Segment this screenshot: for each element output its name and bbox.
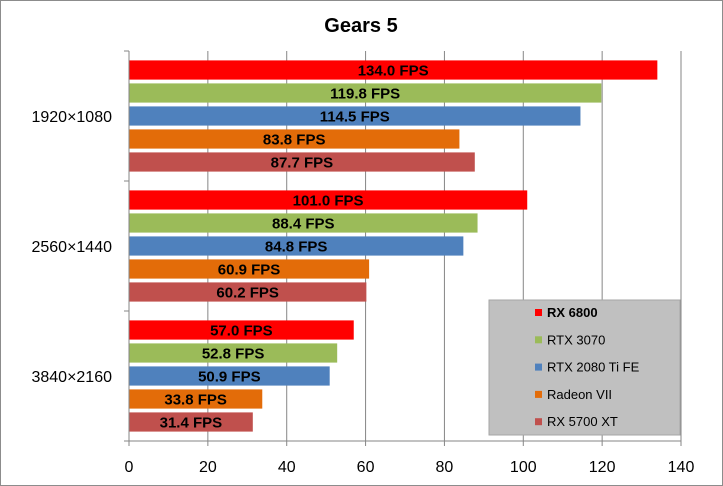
data-label-0-4: 87.7 FPS — [271, 155, 334, 172]
legend-swatch-0 — [535, 309, 542, 316]
data-label-2-2: 50.9 FPS — [198, 369, 261, 386]
axes — [124, 50, 682, 446]
x-tick-label-5: 100 — [510, 459, 537, 476]
data-label-1-2: 84.8 FPS — [265, 239, 328, 256]
x-tick-label-0: 0 — [125, 459, 134, 476]
bar-2-4 — [129, 412, 253, 432]
bar-1-4 — [129, 282, 367, 302]
bars: 134.0 FPS 119.8 FPS 114.5 FPS 83.8 FPS 87.7 … — [129, 60, 658, 432]
legend-swatch-1 — [535, 336, 542, 344]
chart-title: Gears 5 — [324, 15, 397, 37]
bar-0-1 — [129, 83, 602, 103]
legend-label-4: RX 5700 XT — [547, 414, 618, 429]
data-label-0-3: 83.8 FPS — [263, 132, 326, 149]
legend-swatch-2 — [535, 363, 542, 371]
x-tick-label-2: 40 — [278, 459, 296, 476]
x-tick-labels: 0 20 40 60 80 100 120 140 — [125, 459, 695, 476]
bar-2-1 — [129, 343, 338, 363]
bar-0-0 — [129, 60, 658, 80]
x-tick-label-7: 140 — [668, 459, 695, 476]
legend-label-3: Radeon VII — [547, 387, 612, 402]
data-label-1-4: 60.2 FPS — [216, 285, 279, 302]
x-tick-label-4: 80 — [436, 459, 454, 476]
data-label-2-3: 33.8 FPS — [164, 392, 227, 409]
category-labels: 1920×1080 2560×1440 3840×2160 — [31, 109, 112, 386]
data-label-1-3: 60.9 FPS — [218, 262, 281, 279]
bar-1-3 — [129, 259, 370, 279]
bar-0-4 — [129, 152, 475, 172]
category-label-1: 2560×1440 — [31, 239, 112, 256]
bar-2-2 — [129, 366, 330, 386]
data-label-2-1: 52.8 FPS — [202, 346, 265, 363]
bar-2-0 — [129, 320, 354, 340]
data-label-1-0: 101.0 FPS — [293, 193, 364, 210]
legend-swatch-4 — [535, 418, 542, 426]
data-label-0-0: 134.0 FPS — [358, 63, 429, 80]
legend-box — [488, 299, 681, 436]
bar-2-3 — [129, 389, 263, 409]
category-label-2: 3840×2160 — [31, 369, 112, 386]
bar-0-3 — [129, 129, 460, 149]
data-label-0-1: 119.8 FPS — [330, 86, 400, 103]
bar-1-2 — [129, 236, 464, 256]
legend-swatch-3 — [535, 390, 542, 398]
x-tick-label-3: 60 — [357, 459, 375, 476]
x-tick-label-6: 120 — [589, 459, 616, 476]
legend-label-0: RX 6800 — [547, 305, 598, 320]
bar-0-2 — [129, 106, 581, 126]
legend-label-2: RTX 2080 Ti FE — [547, 360, 640, 375]
bar-1-0 — [129, 190, 528, 210]
x-tick-label-1: 20 — [199, 459, 217, 476]
legend-label-1: RTX 3070 — [547, 332, 605, 347]
data-label-0-2: 114.5 FPS — [320, 109, 390, 126]
legend: RX 6800 RTX 3070 RTX 2080 Ti FE Radeon VII R… — [488, 299, 681, 436]
bar-1-1 — [129, 213, 478, 233]
category-label-0: 1920×1080 — [31, 109, 112, 126]
data-label-2-4: 31.4 FPS — [160, 415, 223, 432]
data-label-2-0: 57.0 FPS — [210, 323, 273, 340]
data-label-1-1: 88.4 FPS — [272, 216, 335, 233]
